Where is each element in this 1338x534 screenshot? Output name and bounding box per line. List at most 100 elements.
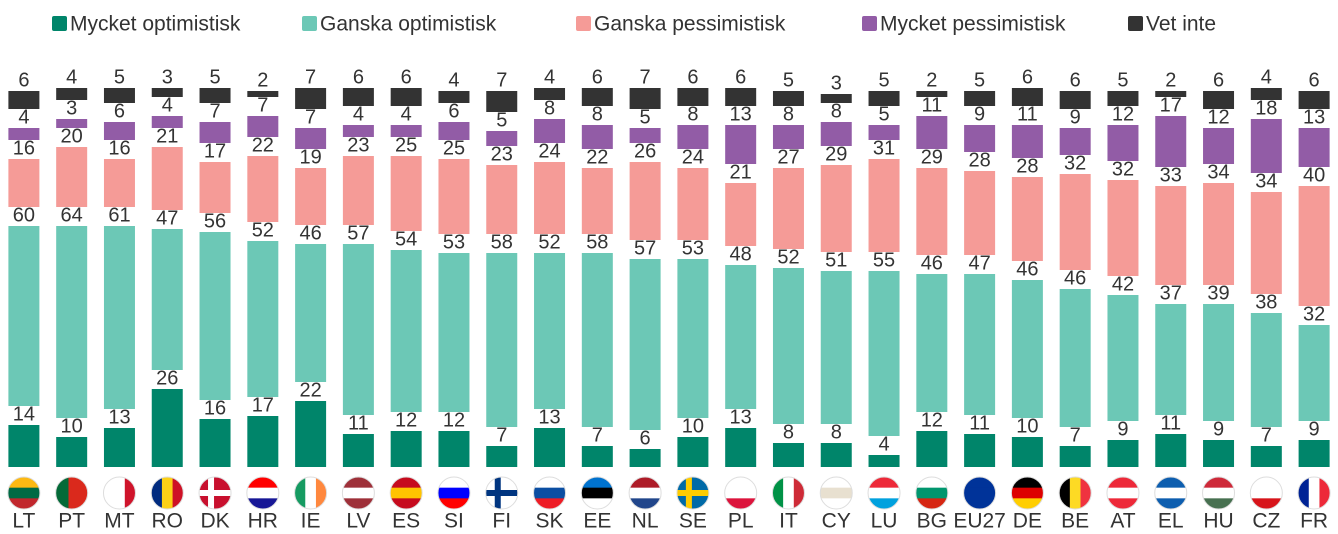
flag-stripe xyxy=(963,498,996,509)
flag xyxy=(1059,477,1092,509)
data-label: 7 xyxy=(640,66,651,88)
x-tick-label: IE xyxy=(301,510,321,533)
legend-label: Vet inte xyxy=(1146,13,1216,36)
flag-stripe xyxy=(724,498,757,509)
x-tick-label: CY xyxy=(822,510,851,533)
bar-segment xyxy=(103,428,135,467)
flag-stripe xyxy=(437,477,470,489)
x-tick-label: RO xyxy=(152,510,184,533)
legend-label: Mycket optimistisk xyxy=(70,13,241,36)
data-label: 8 xyxy=(592,103,603,125)
bar-segment xyxy=(1250,446,1282,467)
bar-segment xyxy=(677,88,709,106)
flag-border xyxy=(485,476,519,510)
data-label: 4 xyxy=(401,103,412,125)
data-label: 24 xyxy=(538,140,560,162)
flag-stripe xyxy=(342,477,375,489)
data-label: 4 xyxy=(18,106,29,128)
data-label: 17 xyxy=(204,140,226,162)
bar-segment xyxy=(629,88,661,109)
data-label: 6 xyxy=(448,100,459,122)
data-label: 13 xyxy=(108,406,130,428)
flag-stripe xyxy=(342,487,375,499)
flag-stripe xyxy=(1011,477,1044,489)
bar-segment xyxy=(486,131,518,146)
data-label: 29 xyxy=(921,146,943,168)
flag-border xyxy=(915,476,949,510)
legend-label: Mycket pessimistisk xyxy=(880,13,1066,36)
data-label: 6 xyxy=(353,66,364,88)
bar-segment xyxy=(725,183,757,246)
data-label: 64 xyxy=(61,204,83,226)
data-label: 32 xyxy=(1112,158,1134,180)
x-tick-label: BE xyxy=(1061,510,1089,533)
flag-stripe xyxy=(1308,477,1320,509)
bar-segment xyxy=(629,449,661,467)
flag xyxy=(1106,477,1139,509)
data-label: 11 xyxy=(969,412,990,434)
bar-segment xyxy=(677,437,709,467)
data-label: 32 xyxy=(1064,152,1086,174)
data-label: 34 xyxy=(1207,161,1229,183)
bar-segment xyxy=(1011,437,1043,467)
bar-segment xyxy=(581,446,613,467)
data-label: 61 xyxy=(108,204,130,226)
data-label: 6 xyxy=(1022,66,1033,88)
legend-swatch xyxy=(52,16,67,31)
data-label: 4 xyxy=(878,433,889,455)
flag-stripe xyxy=(437,487,470,499)
x-tick-label: DE xyxy=(1013,510,1042,533)
data-label: 22 xyxy=(299,379,321,401)
bar-segment xyxy=(1203,91,1235,109)
flag-stripe xyxy=(533,477,566,489)
flag-stripe xyxy=(963,477,996,489)
bar-segment xyxy=(1107,125,1139,161)
bar-segment xyxy=(8,91,40,109)
data-label: 10 xyxy=(682,415,704,437)
bar-segment xyxy=(103,122,135,140)
flag xyxy=(294,477,327,509)
flag-stripe xyxy=(103,477,115,509)
bar-segment xyxy=(438,431,470,467)
data-label: 53 xyxy=(443,231,465,253)
flag-stripe xyxy=(1250,477,1283,489)
bar-segment xyxy=(1011,280,1043,418)
data-label: 4 xyxy=(448,69,459,91)
bar-segment xyxy=(725,428,757,467)
legend-swatch xyxy=(862,16,877,31)
flag-stripe xyxy=(305,477,317,509)
data-label: 7 xyxy=(305,66,316,88)
flag-stripe xyxy=(724,477,757,489)
bar-segment xyxy=(677,259,709,418)
flag-border xyxy=(1010,476,1044,510)
flag-stripe xyxy=(793,477,805,509)
data-label: 31 xyxy=(873,137,895,159)
bar-segment xyxy=(629,259,661,430)
flag-stripe xyxy=(724,487,757,499)
flag-stripe xyxy=(868,498,901,509)
bar-segment xyxy=(8,128,40,140)
bar-segment xyxy=(868,125,900,140)
data-label: 33 xyxy=(1160,164,1182,186)
bar-segment xyxy=(390,156,422,231)
bar-segment xyxy=(247,116,279,137)
flag xyxy=(1202,477,1235,509)
data-label: 26 xyxy=(156,367,178,389)
flag-stripe xyxy=(55,477,69,509)
flag-stripe xyxy=(390,487,423,499)
flag-border xyxy=(628,476,662,510)
bar-segment xyxy=(820,122,852,146)
x-tick-label: LU xyxy=(871,510,898,533)
flag-border xyxy=(1202,476,1236,510)
data-label: 16 xyxy=(13,137,35,159)
data-label: 8 xyxy=(783,103,794,125)
bar-segment xyxy=(295,244,327,382)
x-tick-label: FR xyxy=(1300,510,1328,533)
flag-cross xyxy=(676,490,709,496)
data-label: 56 xyxy=(204,210,226,232)
bar-segment xyxy=(438,122,470,140)
data-label: 2 xyxy=(926,69,937,91)
bar-segment xyxy=(295,128,327,149)
bar-segment xyxy=(390,88,422,106)
data-label: 57 xyxy=(634,237,656,259)
